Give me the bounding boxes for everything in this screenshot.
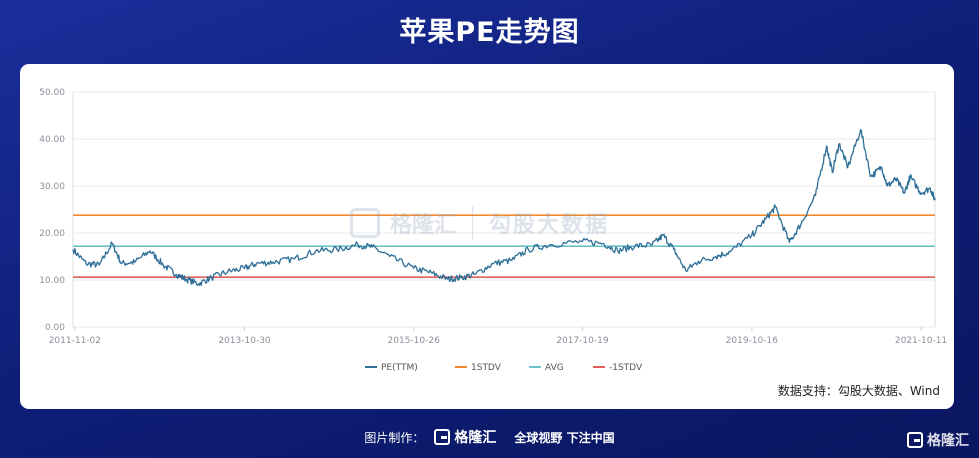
x-tick-label: 2021-10-11 xyxy=(895,336,947,346)
x-tick-label: 2017-10-19 xyxy=(556,336,609,346)
corner-logo-icon xyxy=(907,432,923,448)
corner-logo: 格隆汇 xyxy=(907,430,969,450)
y-tick-label: 50.00 xyxy=(39,88,65,98)
footer-slogan: 全球视野 下注中国 xyxy=(514,430,615,445)
x-tick-label: 2015-10-26 xyxy=(388,336,441,346)
y-tick-label: 0.00 xyxy=(45,323,65,333)
y-tick-label: 10.00 xyxy=(39,276,65,286)
axis-layer: 0.00 10.00 20.00 30.00 40.00 50.00 2011-11-02 2… xyxy=(39,88,947,346)
source-note: 数据支持：勾股大数据、Wind xyxy=(777,384,940,398)
series-line-pe xyxy=(72,128,936,287)
legend-label: AVG xyxy=(545,363,564,373)
plot-frame xyxy=(72,91,936,328)
corner-logo-text: 格隆汇 xyxy=(927,433,969,449)
y-tick-label: 40.00 xyxy=(39,135,65,145)
legend: PE(TTM) 1STDV AVG -1STDV xyxy=(365,363,643,373)
footer: 图片制作： 格隆汇 全球视野 下注中国 xyxy=(0,426,979,448)
footer-made-by: 图片制作： xyxy=(364,430,425,445)
footer-brand-name: 格隆汇 xyxy=(454,430,497,446)
footer-brand: 格隆汇 xyxy=(434,427,496,447)
brand-logo-icon xyxy=(434,429,451,445)
reference-lines xyxy=(73,214,935,278)
legend-label: 1STDV xyxy=(471,363,502,373)
x-tick-label: 2011-11-02 xyxy=(49,336,101,346)
x-tick-label: 2019-10-16 xyxy=(726,336,779,346)
legend-label: -1STDV xyxy=(609,363,643,373)
pe-chart: 0.00 10.00 20.00 30.00 40.00 50.00 2011-11-02 2… xyxy=(39,88,947,373)
chart-card: 0.00 10.00 20.00 30.00 40.00 50.00 2011-11-02 2… xyxy=(20,64,954,409)
y-tick-label: 30.00 xyxy=(39,182,65,192)
page-title: 苹果PE走势图 xyxy=(399,17,580,48)
legend-label: PE(TTM) xyxy=(381,363,418,373)
y-tick-label: 20.00 xyxy=(39,229,65,239)
grid-layer xyxy=(72,91,936,328)
x-tick-label: 2013-10-30 xyxy=(218,336,271,346)
